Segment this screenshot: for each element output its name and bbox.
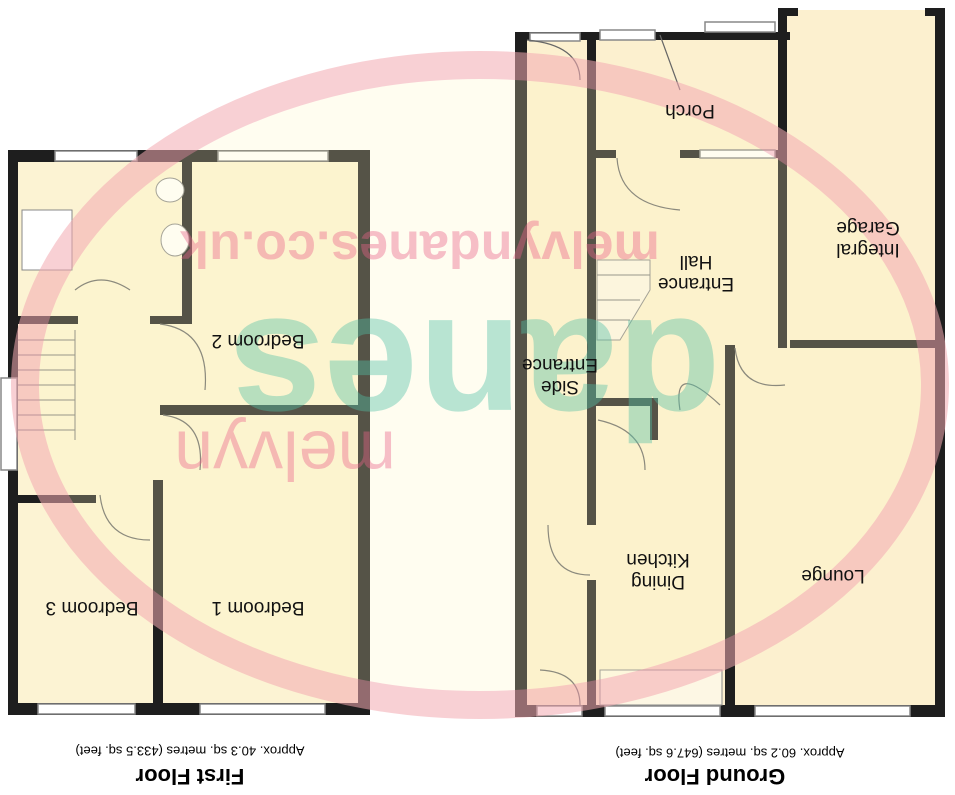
ground-floor-walls: [515, 8, 945, 717]
watermark-brand: danes: [229, 283, 720, 473]
room-label: Lounge: [801, 565, 864, 586]
room-name: Entrance: [658, 273, 734, 294]
room-name: Integral: [836, 239, 899, 260]
watermark-url: melvyndanes.co.uk: [180, 219, 660, 277]
room-name: Bedroom 3: [46, 597, 139, 618]
floor-area: Approx. 40.3 sq. metres (433.5 sq. feet): [75, 744, 304, 759]
room-name: Dining: [631, 571, 685, 592]
floor-area: Approx. 60.2 sq. metres (647.6 sq. feet): [615, 746, 844, 761]
room-label: Bedroom 2: [212, 330, 305, 351]
watermark: melvyndanes.co.uk danes melvyn: [11, 51, 949, 719]
room-name: Porch: [665, 100, 715, 121]
room-name: Lounge: [801, 565, 864, 586]
watermark-name: melvyn: [174, 417, 396, 495]
room-name: Kitchen: [626, 549, 689, 570]
room-name: Side: [541, 376, 579, 397]
floor-title: First Floor: [135, 764, 244, 789]
room-label: Porch: [665, 100, 715, 121]
room-label: Bedroom 3: [46, 597, 139, 618]
room-name: Bedroom 2: [212, 330, 305, 351]
room-name: Garage: [836, 217, 899, 238]
room-name: Bedroom 1: [212, 597, 305, 618]
labels: Bedroom 1 Bedroom 2 Bedroom 3 Porch Integral…: [46, 100, 900, 618]
room-name: Hall: [680, 251, 713, 272]
floor-title: Ground Floor: [644, 764, 785, 789]
first-floor-walls: [0, 150, 370, 715]
room-label: Bedroom 1: [212, 597, 305, 618]
room-name: Entrance: [522, 354, 598, 375]
